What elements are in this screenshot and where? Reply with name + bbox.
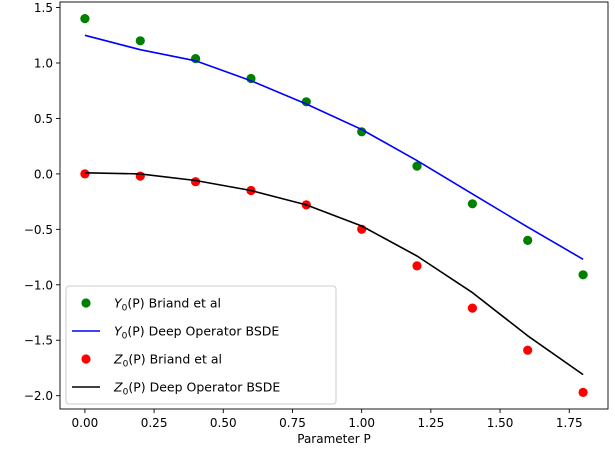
y-tick-label: −0.5	[24, 223, 53, 237]
y-tick-label: −2.0	[24, 389, 53, 403]
series-0-point	[357, 127, 367, 137]
series-0-point	[135, 36, 145, 46]
x-tick-label: 0.25	[141, 416, 168, 430]
legend-label: Z0(P) Deep Operator BSDE	[113, 380, 280, 398]
legend-label: Z0(P) Briand et al	[113, 352, 222, 370]
y-tick-label: −1.0	[24, 278, 53, 292]
x-tick-label: 1.00	[348, 416, 375, 430]
legend-marker	[81, 298, 91, 308]
legend-label: Y0(P) Briand et al	[114, 296, 221, 314]
series-0-point	[523, 235, 533, 245]
x-tick-label: 1.25	[418, 416, 445, 430]
series-0-point	[80, 14, 90, 24]
y-tick-label: 0.5	[34, 112, 53, 126]
series-2-point	[578, 387, 588, 397]
plot-area	[80, 14, 588, 397]
legend-marker	[81, 354, 91, 364]
y-tick-label: 1.5	[34, 1, 53, 15]
series-2-point	[191, 177, 201, 187]
legend-label: Y0(P) Deep Operator BSDE	[114, 324, 279, 342]
y-tick-label: 1.0	[34, 56, 53, 70]
series-line-1	[84, 34, 584, 260]
series-0-point	[578, 270, 588, 280]
x-axis-label: Parameter P	[297, 432, 370, 446]
series-0-point	[467, 199, 477, 209]
axes-frame	[59, 1, 609, 410]
y-tick-label: −1.5	[24, 334, 53, 348]
series-2-point	[523, 345, 533, 355]
series-2-point	[412, 261, 422, 271]
legend-box	[65, 285, 337, 405]
x-tick-label: 0.00	[72, 416, 99, 430]
x-tick-label: 0.75	[279, 416, 306, 430]
series-2-point	[80, 169, 90, 179]
x-tick-label: 1.75	[556, 416, 583, 430]
y-tick-label: 0.0	[34, 167, 53, 181]
series-2-point	[467, 303, 477, 313]
legend: Y0(P) Briand et al Y0(P) Deep Operator BS…	[65, 285, 337, 405]
series-0-point	[412, 161, 422, 171]
series-0-point	[246, 73, 256, 84]
axes: 0.00 0.25 0.50 0.75 1.00 1.25 1.50 1.75 1.5 1.0 0.…	[24, 1, 609, 430]
x-tick-label: 0.50	[210, 416, 237, 430]
series-line-3	[84, 172, 584, 376]
x-tick-label: 1.50	[487, 416, 514, 430]
series-0-point	[301, 97, 311, 107]
series-2-point	[135, 171, 145, 181]
